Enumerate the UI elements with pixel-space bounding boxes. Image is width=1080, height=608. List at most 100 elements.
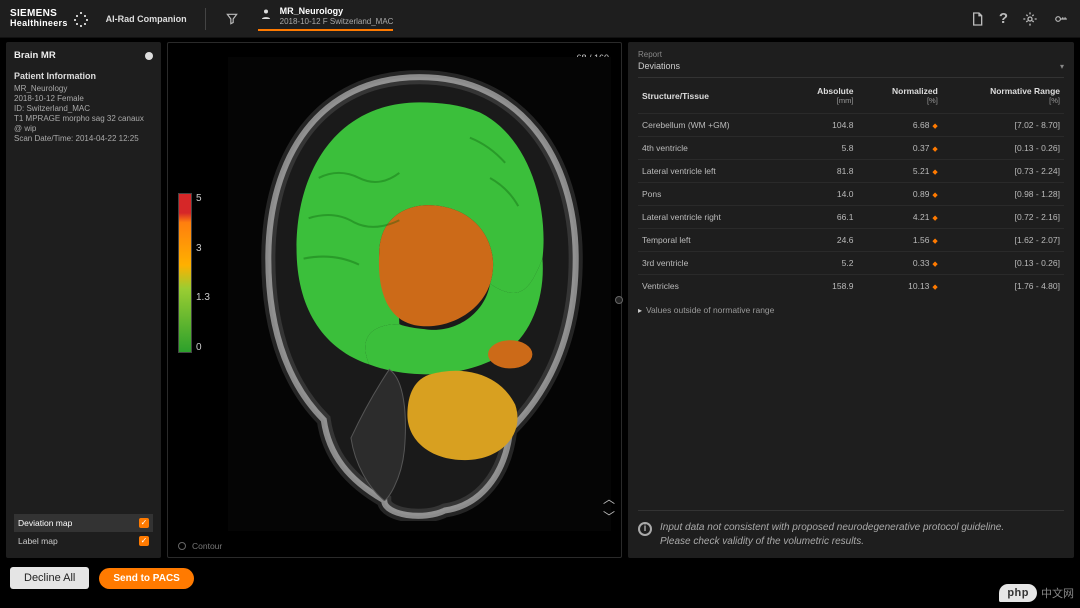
table-row[interactable]: 4th ventricle5.80.37◆[0.13 - 0.26] <box>638 137 1064 160</box>
cell-normalized: 5.21◆ <box>857 160 941 183</box>
cell-structure: 3rd ventricle <box>638 252 788 275</box>
deviation-indicator-icon: ◆ <box>932 146 937 153</box>
deviation-indicator-icon: ◆ <box>932 284 937 291</box>
cell-normalized: 0.33◆ <box>857 252 941 275</box>
deviation-indicator-icon: ◆ <box>932 169 937 176</box>
patient-tab[interactable]: MR_Neurology 2018-10-12 F Switzerland_MA… <box>258 6 394 31</box>
deviation-indicator-icon: ◆ <box>932 261 937 268</box>
watermark-text: 中文网 <box>1041 585 1074 601</box>
col-structure: Structure/Tissue <box>638 78 788 114</box>
table-row[interactable]: Pons14.00.89◆[0.98 - 1.28] <box>638 183 1064 206</box>
cell-range: [0.72 - 2.16] <box>942 206 1064 229</box>
status-dot-icon <box>145 52 153 60</box>
deviation-indicator-icon: ◆ <box>932 123 937 130</box>
cell-range: [7.02 - 8.70] <box>942 114 1064 137</box>
cell-normalized: 10.13◆ <box>857 275 941 298</box>
deviation-map-toggle[interactable]: Deviation map ✓ <box>14 514 153 532</box>
patient-line: 2018-10-12 Female <box>14 94 153 104</box>
colorbar-legend: 5 3 1.3 0 <box>178 193 218 353</box>
help-icon[interactable]: ? <box>999 10 1008 27</box>
action-bar: Decline All Send to PACS <box>0 558 1080 598</box>
table-row[interactable]: Lateral ventricle left81.85.21◆[0.73 - 2… <box>638 160 1064 183</box>
table-row[interactable]: 3rd ventricle5.20.33◆[0.13 - 0.26] <box>638 252 1064 275</box>
cell-structure: Ventricles <box>638 275 788 298</box>
table-row[interactable]: Temporal left24.61.56◆[1.62 - 2.07] <box>638 229 1064 252</box>
cell-structure: 4th ventricle <box>638 137 788 160</box>
table-row[interactable]: Ventricles158.910.13◆[1.76 - 4.80] <box>638 275 1064 298</box>
image-viewer[interactable]: 68 / 160 <box>167 42 622 558</box>
brain-rendering <box>228 57 611 521</box>
info-icon: i <box>638 522 652 536</box>
brand: SIEMENS Healthineers <box>10 9 88 28</box>
cell-absolute: 14.0 <box>788 183 858 206</box>
filter-icon[interactable] <box>224 11 240 27</box>
cell-normalized: 4.21◆ <box>857 206 941 229</box>
patient-info-header: Patient Information <box>14 71 153 81</box>
key-icon[interactable] <box>1052 12 1070 26</box>
cell-normalized: 0.37◆ <box>857 137 941 160</box>
watermark-logo: php <box>999 584 1037 602</box>
cell-range: [1.62 - 2.07] <box>942 229 1064 252</box>
cell-absolute: 24.6 <box>788 229 858 252</box>
checkbox-checked-icon[interactable]: ✓ <box>139 536 149 546</box>
cell-absolute: 81.8 <box>788 160 858 183</box>
brand-line2: Healthineers <box>10 19 68 28</box>
brand-dots-icon <box>74 12 88 26</box>
patient-line: Scan Date/Time: 2014-04-22 12:25 <box>14 134 153 144</box>
chevron-down-icon[interactable]: ﹀ <box>603 508 615 525</box>
cell-normalized: 0.89◆ <box>857 183 941 206</box>
cell-range: [0.98 - 1.28] <box>942 183 1064 206</box>
contour-radio[interactable] <box>178 542 186 550</box>
checkbox-checked-icon[interactable]: ✓ <box>139 518 149 528</box>
contour-label: Contour <box>192 541 222 551</box>
patient-line: ID: Switzerland_MAC <box>14 104 153 114</box>
deviations-table: Structure/Tissue Absolute[mm] Normalized… <box>638 78 1064 297</box>
cell-range: [0.13 - 0.26] <box>942 252 1064 275</box>
cell-structure: Cerebellum (WM +GM) <box>638 114 788 137</box>
report-dropdown[interactable]: Deviations ▾ <box>638 59 1064 78</box>
send-to-pacs-button[interactable]: Send to PACS <box>99 568 193 589</box>
cell-range: [1.76 - 4.80] <box>942 275 1064 298</box>
cell-structure: Pons <box>638 183 788 206</box>
chevron-down-icon: ▾ <box>1060 62 1064 71</box>
col-absolute: Absolute[mm] <box>788 78 858 114</box>
decline-all-button[interactable]: Decline All <box>10 567 89 589</box>
top-bar: SIEMENS Healthineers AI-Rad Companion MR… <box>0 0 1080 38</box>
col-range: Normative Range[%] <box>942 78 1064 114</box>
cell-absolute: 104.8 <box>788 114 858 137</box>
cell-structure: Lateral ventricle left <box>638 160 788 183</box>
cell-normalized: 6.68◆ <box>857 114 941 137</box>
left-panel: Brain MR Patient Information MR_Neurolog… <box>6 42 161 558</box>
chevron-up-icon[interactable]: ︿ <box>603 490 615 507</box>
cell-absolute: 158.9 <box>788 275 858 298</box>
cell-range: [0.73 - 2.24] <box>942 160 1064 183</box>
caret-right-icon: ▸ <box>638 306 642 315</box>
label-map-toggle[interactable]: Label map ✓ <box>14 532 153 550</box>
table-row[interactable]: Cerebellum (WM +GM)104.86.68◆[7.02 - 8.7… <box>638 114 1064 137</box>
patient-line: MR_Neurology <box>14 84 153 94</box>
colorbar-tick: 1.3 <box>196 292 210 303</box>
deviation-indicator-icon: ◆ <box>932 192 937 199</box>
table-row[interactable]: Lateral ventricle right66.14.21◆[0.72 - … <box>638 206 1064 229</box>
cell-absolute: 5.8 <box>788 137 858 160</box>
companion-label: AI-Rad Companion <box>106 14 187 24</box>
report-label: Report <box>638 50 1064 59</box>
warning-message: i Input data not consistent with propose… <box>638 510 1064 548</box>
col-normalized: Normalized[%] <box>857 78 941 114</box>
document-icon[interactable] <box>969 11 985 27</box>
gear-icon[interactable] <box>1022 11 1038 27</box>
map-label: Label map <box>18 536 58 546</box>
outside-range-note[interactable]: ▸Values outside of normative range <box>638 305 1064 315</box>
cell-structure: Lateral ventricle right <box>638 206 788 229</box>
colorbar-tick: 3 <box>196 243 210 254</box>
warning-line2: Please check validity of the volumetric … <box>660 535 1004 549</box>
colorbar-gradient <box>178 193 192 353</box>
colorbar-tick: 5 <box>196 193 210 204</box>
slider-handle[interactable] <box>615 296 623 304</box>
watermark: php 中文网 <box>999 584 1074 602</box>
cell-absolute: 5.2 <box>788 252 858 275</box>
panel-title: Brain MR <box>14 50 56 61</box>
person-icon <box>258 6 274 22</box>
report-panel: Report Deviations ▾ Structure/Tissue Abs… <box>628 42 1074 558</box>
separator <box>205 8 206 30</box>
